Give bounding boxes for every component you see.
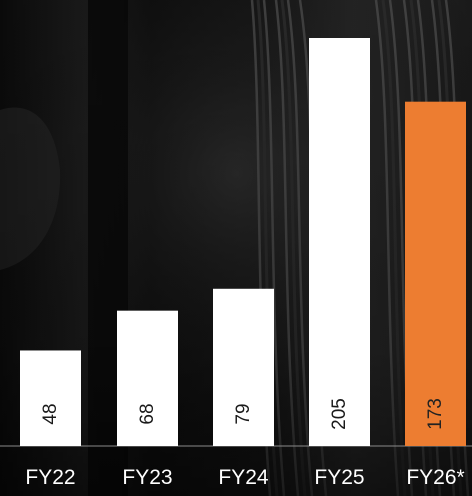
x-tick-label: FY23: [122, 466, 172, 489]
value-label: 79: [233, 403, 254, 424]
bar-fy22: [20, 350, 81, 446]
bar-fy25: [309, 38, 370, 446]
value-label: 173: [425, 398, 446, 430]
bar-fy23: [117, 310, 178, 446]
x-tick-label: FY26*: [406, 466, 464, 489]
x-tick-label: FY24: [218, 466, 269, 489]
value-label: 205: [329, 398, 350, 430]
bar-fy26: [405, 101, 466, 446]
x-tick-labels: FY22 FY23 FY24 FY25 FY26*: [25, 466, 464, 489]
value-labels: 48 68 79 205 173: [40, 398, 446, 430]
value-label: 68: [137, 403, 158, 424]
x-tick-label: FY22: [25, 466, 75, 489]
x-tick-label: FY25: [314, 466, 364, 489]
bar-fy24: [213, 288, 274, 446]
bar-series: [20, 38, 466, 446]
value-label: 48: [40, 403, 61, 424]
